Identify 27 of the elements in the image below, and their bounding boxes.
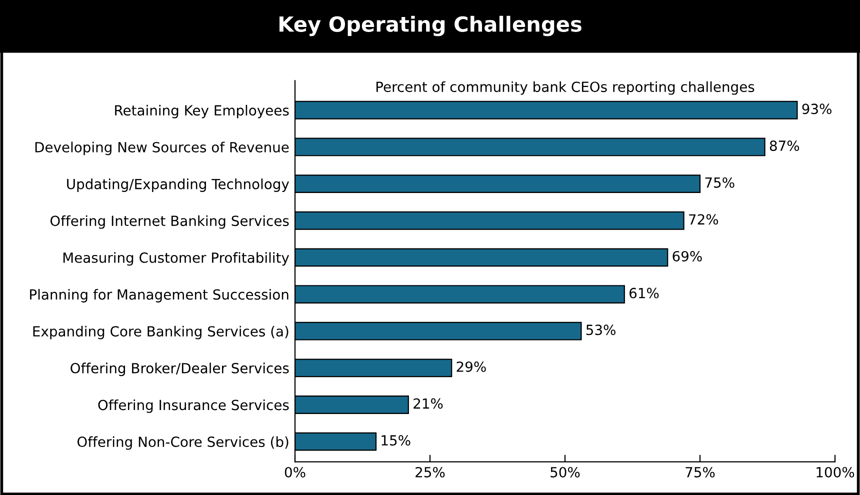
data-label: 93%: [802, 104, 832, 114]
data-label: 15%: [382, 435, 410, 446]
y-tick-label: Retaining Key Employees: [115, 104, 289, 118]
data-label: 61%: [630, 288, 659, 298]
data-label: 53%: [586, 324, 616, 336]
data-label: 87%: [770, 140, 800, 151]
x-tick-label: 100%: [816, 466, 854, 478]
x-tick-label: 50%: [550, 466, 580, 478]
y-tick-label: Measuring Customer Profitability: [63, 252, 290, 266]
data-label: 21%: [414, 398, 443, 409]
chart-subtitle: Percent of community bank CEOs reporting challenges: [376, 81, 754, 95]
y-tick-label: Planning for Management Succession: [30, 289, 288, 302]
chart-title: Key Operating Challenges: [280, 16, 582, 36]
x-tick-label: 0%: [284, 466, 306, 478]
y-tick-label: Expanding Core Banking Services (a): [33, 326, 288, 340]
x-tick-label: 75%: [686, 466, 715, 478]
y-tick-label: Developing New Sources of Revenue: [35, 142, 289, 156]
x-tick-label: 25%: [416, 466, 445, 478]
data-label: 75%: [705, 177, 734, 188]
y-tick-label: Offering Broker/Dealer Services: [70, 362, 289, 376]
y-tick-label: Offering Non-Core Services (b): [77, 436, 288, 450]
data-label: 29%: [456, 361, 486, 372]
y-tick-label: Offering Insurance Services: [98, 399, 289, 413]
y-tick-label: Offering Internet Banking Services: [50, 215, 289, 229]
data-label: 69%: [672, 250, 702, 262]
data-label: 72%: [689, 214, 718, 225]
y-tick-label: Updating/Expanding Technology: [67, 178, 290, 192]
